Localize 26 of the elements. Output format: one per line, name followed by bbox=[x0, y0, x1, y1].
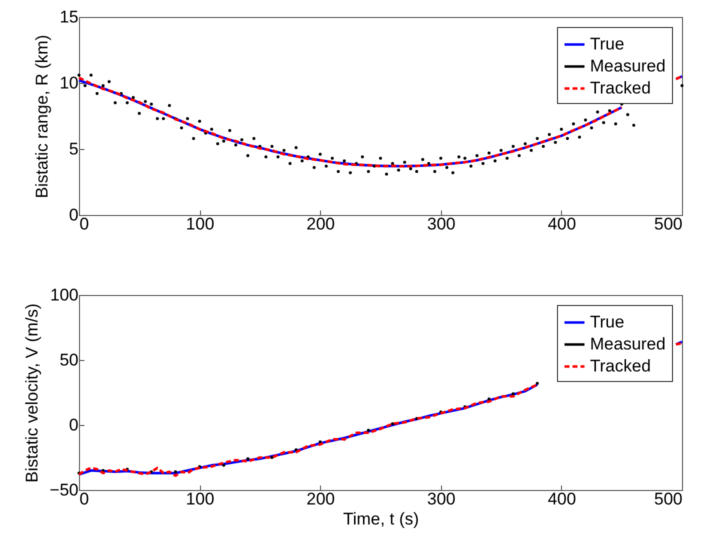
x-tick-label: 100 bbox=[186, 214, 214, 234]
y-tick-label: 5 bbox=[69, 140, 78, 158]
x-tick-label: 400 bbox=[548, 490, 576, 508]
y-tick-label: 15 bbox=[60, 8, 78, 26]
x-tick-label: 300 bbox=[427, 214, 456, 234]
y-tick-label: 10 bbox=[60, 74, 78, 92]
y-tick-label: 50 bbox=[60, 350, 78, 370]
x-tick-label: 500 bbox=[654, 214, 682, 234]
legend-label: Measured bbox=[590, 334, 666, 354]
x-tick-label: 500 bbox=[654, 490, 682, 508]
legend-label: True bbox=[590, 34, 624, 54]
y-tick-label: 100 bbox=[50, 286, 78, 304]
x-tick-label: 200 bbox=[306, 490, 335, 508]
x-axis-title: Time, t (s) bbox=[343, 510, 419, 528]
x-tick-label: 100 bbox=[186, 490, 214, 508]
y-tick-label: −50 bbox=[50, 480, 78, 500]
x-tick-label: 300 bbox=[427, 490, 456, 508]
legend-label: Tracked bbox=[590, 356, 651, 376]
x-tick-label: 400 bbox=[548, 214, 576, 234]
x-tick-label: 200 bbox=[306, 214, 335, 234]
y-axis-title: Bistatic velocity, V (m/s) bbox=[22, 303, 42, 483]
legend-label: Tracked bbox=[590, 78, 651, 98]
y-axis-title: Bistatic range, R (km) bbox=[32, 34, 52, 198]
y-tick-label: 0 bbox=[69, 416, 78, 434]
legend-label: Measured bbox=[590, 56, 666, 76]
legend-label: True bbox=[590, 312, 624, 332]
